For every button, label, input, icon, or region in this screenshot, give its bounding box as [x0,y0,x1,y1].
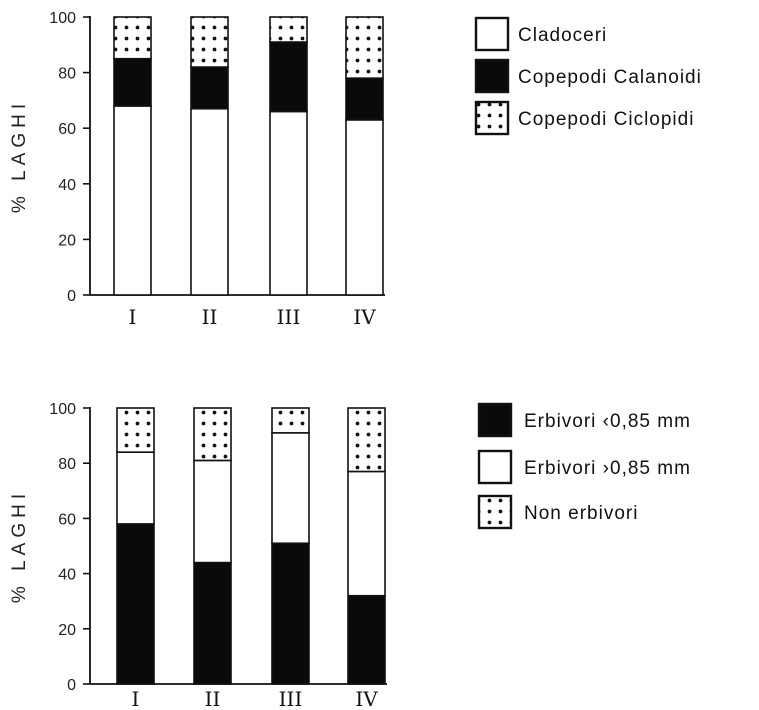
bar-segment [193,561,232,685]
y-tick-label: 0 [67,288,76,305]
legend-swatch [477,402,513,438]
bar-segment [269,16,308,43]
bar-segment [190,16,229,68]
bar-segment [190,107,229,296]
y-tick-label: 80 [58,456,76,473]
legend-label: Cladoceri [518,25,607,46]
x-tick-label: IV [353,305,376,329]
bar-segment [116,523,155,685]
bar-segment [269,41,308,113]
y-tick-label: 20 [58,232,76,249]
x-tick-label: I [132,687,140,710]
y-tick-label: 60 [58,121,76,138]
legend-label: Copepodi Ciclopidi [518,109,694,130]
bar-segment [269,110,308,296]
y-tick-label: 100 [49,401,76,418]
x-tick-label: III [277,305,301,329]
x-tick-label: II [205,687,221,710]
bar-segment [271,542,310,685]
bar-segment [116,451,155,525]
x-tick-label: IV [355,687,378,710]
bar-segment [347,470,386,597]
bar-segment [113,16,152,60]
bar-segment [345,16,384,79]
legend-label: Copepodi Calanoidi [518,67,702,88]
y-axis-label: % LAGHI [9,489,30,603]
bar-segment [113,105,152,296]
bar-segment [116,407,155,453]
bar-segment [190,66,229,110]
bar-segment [347,407,386,473]
bar-segment [347,594,386,685]
y-tick-label: 40 [58,177,76,194]
bar-segment [271,432,310,545]
legend-swatch [474,58,510,94]
y-tick-label: 60 [58,511,76,528]
bar-segment [193,459,232,564]
legend-label: Non erbivori [524,503,638,524]
y-tick-label: 40 [58,567,76,584]
legend-label: Erbivori ‹0,85 mm [524,411,691,432]
legend-swatch [477,449,513,485]
legend-label: Erbivori ›0,85 mm [524,458,691,479]
y-tick-label: 80 [58,66,76,83]
bar-segment [193,407,232,462]
x-tick-label: I [129,305,137,329]
y-tick-label: 20 [58,622,76,639]
bar-segment [345,77,384,121]
x-tick-label: II [202,305,218,329]
bar-segment [345,119,384,296]
legend-swatch [477,494,513,530]
legend-swatch [474,16,510,52]
y-axis-label: % LAGHI [9,99,30,213]
y-tick-label: 0 [67,677,76,694]
legend-swatch [474,100,510,136]
y-tick-label: 100 [49,10,76,27]
x-tick-label: III [279,687,303,710]
bar-segment [271,407,310,434]
bar-segment [113,57,152,107]
